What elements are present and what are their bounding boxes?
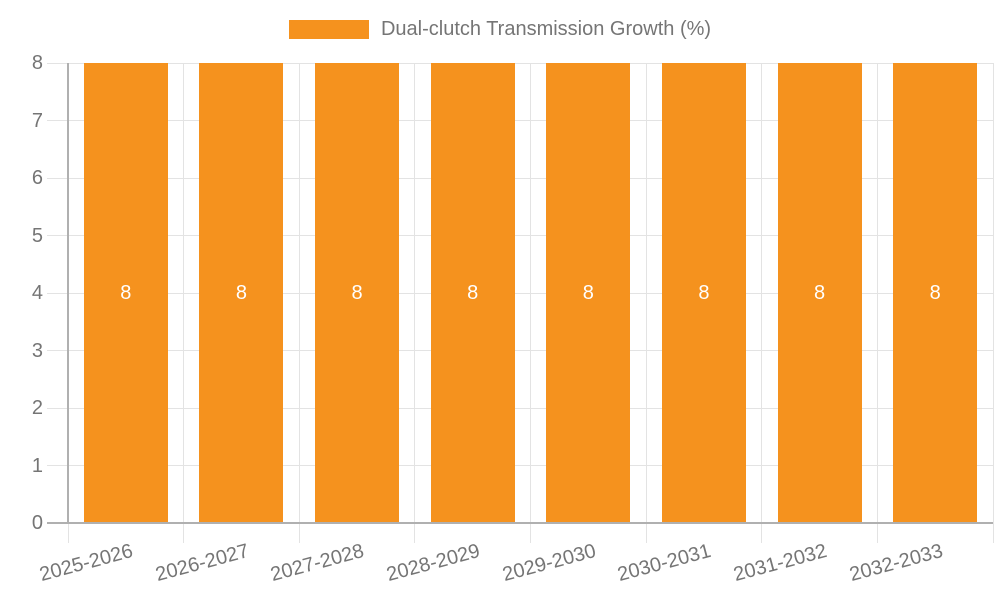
y-axis-tick-label: 3 [31, 339, 43, 362]
bar: 8 [315, 63, 400, 523]
bar-value-label: 8 [814, 282, 826, 304]
x-gridline [876, 63, 878, 543]
y-axis-line [67, 63, 69, 523]
bar-value-label: 8 [235, 282, 247, 304]
y-axis-tick-label: 1 [31, 454, 43, 477]
x-gridline [414, 63, 416, 543]
legend-swatch [288, 20, 369, 39]
y-axis-tick-label: 6 [31, 167, 43, 189]
bar: 8 [199, 63, 284, 523]
x-axis-tick-label: 2032-2033 [846, 540, 945, 587]
y-axis-tick-label: 5 [31, 224, 43, 247]
bar: 8 [777, 63, 862, 523]
bar-value-label: 8 [698, 282, 710, 304]
y-gridline [47, 177, 993, 179]
y-axis-tick-label: 7 [31, 109, 43, 132]
y-gridline [47, 292, 993, 294]
y-gridline [47, 235, 993, 236]
bar-value-label: 8 [351, 282, 363, 304]
x-gridline [645, 63, 647, 543]
x-axis-tick-label: 2028-2029 [384, 540, 483, 587]
bar-value-label: 8 [582, 282, 594, 304]
x-axis-tick-label: 2026-2027 [153, 540, 252, 587]
bar-value-label: 8 [929, 282, 941, 304]
bar: 8 [661, 63, 746, 523]
bar: 8 [430, 63, 515, 523]
x-axis-tick-label: 2029-2030 [499, 540, 599, 587]
x-gridline [530, 63, 531, 543]
x-gridline [992, 63, 994, 543]
x-gridline [183, 63, 185, 543]
x-axis-line [47, 522, 993, 524]
y-axis-tick-label: 0 [31, 512, 43, 534]
x-axis-tick-label: 2031-2032 [731, 540, 830, 587]
bar: 8 [546, 63, 631, 523]
y-axis-tick-label: 2 [31, 397, 43, 419]
y-axis-tick-label: 8 [31, 52, 43, 74]
x-gridline [761, 63, 763, 543]
legend-label: Dual-clutch Transmission Growth (%) [380, 18, 712, 40]
bar-value-label: 8 [120, 282, 132, 304]
y-gridline [47, 120, 993, 121]
x-axis-tick-label: 2027-2028 [268, 540, 367, 587]
y-axis-tick-label: 4 [31, 282, 43, 304]
x-axis-tick-label: 2025-2026 [37, 540, 136, 587]
y-axis-tick-extension [67, 523, 69, 543]
x-axis-tick-label: 2030-2031 [615, 540, 714, 587]
legend: Dual-clutch Transmission Growth (%) [0, 18, 1000, 41]
x-gridline [298, 63, 300, 543]
y-gridline [47, 350, 993, 351]
y-gridline [47, 407, 993, 409]
bar-value-label: 8 [467, 282, 479, 304]
bar: 8 [893, 63, 978, 523]
y-gridline [47, 465, 993, 466]
y-gridline [47, 62, 993, 64]
bar: 8 [83, 63, 168, 523]
